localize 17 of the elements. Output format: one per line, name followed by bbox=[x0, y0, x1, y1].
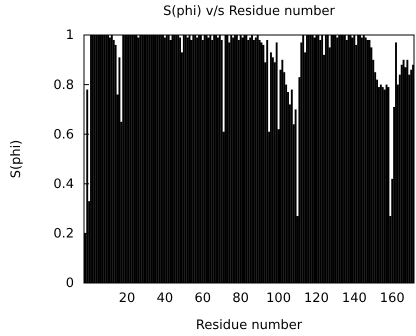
x-tick-label: 120 bbox=[304, 291, 329, 306]
y-tick-label: 0.6 bbox=[53, 127, 74, 142]
x-tick-label: 140 bbox=[342, 291, 367, 306]
y-tick-label: 0 bbox=[66, 276, 74, 292]
x-axis-title: Residue number bbox=[196, 318, 303, 333]
y-tick-label: 0.2 bbox=[53, 226, 74, 242]
y-axis-title: S(phi) bbox=[9, 140, 24, 178]
x-tick-label: 80 bbox=[232, 291, 249, 306]
x-tick-label: 100 bbox=[266, 291, 291, 306]
x-tick-label: 160 bbox=[380, 291, 405, 306]
y-tick-label: 0.8 bbox=[53, 78, 74, 93]
x-tick-label: 40 bbox=[156, 291, 174, 306]
y-tick-label: 1 bbox=[66, 28, 74, 44]
y-tick-label: 0.4 bbox=[53, 176, 74, 192]
chart-title: S(phi) v/s Residue number bbox=[163, 4, 336, 19]
x-tick-label: 20 bbox=[118, 291, 136, 306]
x-tick-label: 60 bbox=[194, 291, 212, 306]
